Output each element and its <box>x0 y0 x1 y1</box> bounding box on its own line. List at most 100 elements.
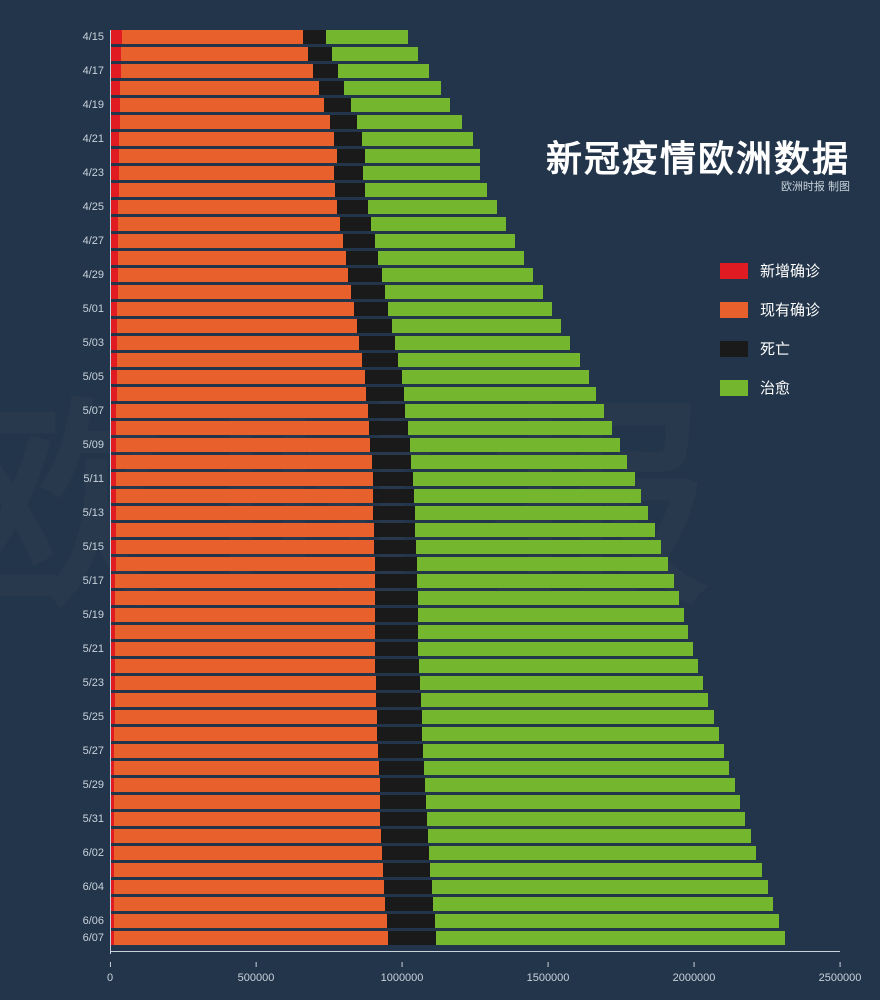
bar-segment-deaths <box>375 608 418 622</box>
bar-row <box>110 727 719 741</box>
bar-segment-deaths <box>378 744 423 758</box>
bar-row: 6/06 <box>110 914 779 928</box>
bar-segment-active <box>116 523 374 537</box>
bar-segment-active <box>116 557 375 571</box>
bar-row: 4/25 <box>110 200 497 214</box>
bar-segment-active <box>119 132 334 146</box>
bar-segment-recovered <box>416 540 661 554</box>
bar-segment-recovered <box>415 523 654 537</box>
bar-row <box>110 863 762 877</box>
bar-row <box>110 659 698 673</box>
bar-row <box>110 183 487 197</box>
bar-segment-recovered <box>419 659 698 673</box>
bar-segment-recovered <box>326 30 408 44</box>
bar-row: 6/04 <box>110 880 768 894</box>
y-axis-label: 5/23 <box>74 676 104 690</box>
bar-segment-deaths <box>354 302 388 316</box>
bar-segment-new_cases <box>110 217 118 231</box>
y-axis-label: 5/03 <box>74 336 104 350</box>
bar-segment-deaths <box>381 829 428 843</box>
x-axis-tick-label: 2500000 <box>819 972 862 984</box>
bar-segment-active <box>118 200 337 214</box>
x-axis-line <box>110 951 840 952</box>
bar-segment-active <box>115 608 375 622</box>
bar-segment-deaths <box>376 676 420 690</box>
bar-row: 5/21 <box>110 642 693 656</box>
bar-row <box>110 47 418 61</box>
bar-row: 5/17 <box>110 574 674 588</box>
y-axis-label: 5/25 <box>74 710 104 724</box>
y-axis-label: 5/11 <box>74 472 104 486</box>
bar-row: 5/05 <box>110 370 589 384</box>
bar-segment-new_cases <box>110 183 119 197</box>
bar-row <box>110 591 679 605</box>
bar-segment-active <box>117 319 356 333</box>
bar-segment-active <box>120 81 319 95</box>
bar-segment-deaths <box>337 149 365 163</box>
bar-segment-recovered <box>365 183 488 197</box>
bar-row <box>110 761 729 775</box>
bar-segment-active <box>115 625 375 639</box>
bar-row: 5/29 <box>110 778 735 792</box>
bar-row: 5/07 <box>110 404 604 418</box>
y-axis-label: 5/01 <box>74 302 104 316</box>
bar-segment-active <box>116 489 373 503</box>
bar-segment-deaths <box>375 591 418 605</box>
bar-row <box>110 319 561 333</box>
bar-segment-recovered <box>404 387 597 401</box>
y-axis-label: 4/25 <box>74 200 104 214</box>
bar-row <box>110 829 751 843</box>
bar-segment-active <box>114 880 384 894</box>
bar-segment-active <box>114 744 377 758</box>
bar-row: 4/29 <box>110 268 533 282</box>
bar-segment-deaths <box>334 166 363 180</box>
bar-segment-deaths <box>357 319 392 333</box>
bar-segment-deaths <box>368 404 406 418</box>
bar-segment-deaths <box>373 472 413 486</box>
bar-segment-active <box>115 710 377 724</box>
bar-row: 5/03 <box>110 336 570 350</box>
bar-segment-recovered <box>417 574 674 588</box>
x-axis-tick: 500000 <box>238 972 275 984</box>
bar-segment-active <box>116 404 367 418</box>
bar-segment-deaths <box>380 795 426 809</box>
y-axis-label: 4/27 <box>74 234 104 248</box>
bar-row: 5/13 <box>110 506 648 520</box>
bar-segment-new_cases <box>110 234 118 248</box>
bar-segment-recovered <box>422 710 714 724</box>
x-axis-tick: 2500000 <box>819 972 862 984</box>
bar-segment-recovered <box>414 489 642 503</box>
bar-segment-recovered <box>405 404 604 418</box>
bar-segment-recovered <box>433 897 773 911</box>
bar-segment-new_cases <box>110 353 117 367</box>
bar-row: 5/31 <box>110 812 745 826</box>
bar-segment-recovered <box>423 744 724 758</box>
bar-segment-deaths <box>351 285 385 299</box>
bar-segment-recovered <box>395 336 570 350</box>
bar-row <box>110 149 480 163</box>
y-axis-label: 5/17 <box>74 574 104 588</box>
y-axis-line <box>110 30 111 954</box>
x-axis-tick-mark <box>694 962 695 967</box>
chart-area: 4/154/174/194/214/234/254/274/295/015/03… <box>110 30 860 948</box>
bar-row <box>110 285 543 299</box>
bar-segment-active <box>118 217 340 231</box>
bar-segment-deaths <box>374 540 416 554</box>
bar-segment-active <box>114 846 382 860</box>
x-axis-tick: 0 <box>107 972 113 984</box>
bar-segment-recovered <box>427 812 745 826</box>
y-axis-label: 5/05 <box>74 370 104 384</box>
bar-segment-active <box>116 421 369 435</box>
bar-segment-recovered <box>418 608 684 622</box>
bar-segment-recovered <box>410 438 620 452</box>
bar-segment-recovered <box>415 506 649 520</box>
bar-segment-active <box>120 98 324 112</box>
bar-row <box>110 251 524 265</box>
bar-segment-new_cases <box>110 285 118 299</box>
bar-segment-recovered <box>382 268 534 282</box>
bar-row: 6/02 <box>110 846 756 860</box>
bar-segment-new_cases <box>110 370 117 384</box>
bar-segment-active <box>114 778 379 792</box>
y-axis-label: 6/06 <box>74 914 104 928</box>
bar-segment-recovered <box>418 625 688 639</box>
